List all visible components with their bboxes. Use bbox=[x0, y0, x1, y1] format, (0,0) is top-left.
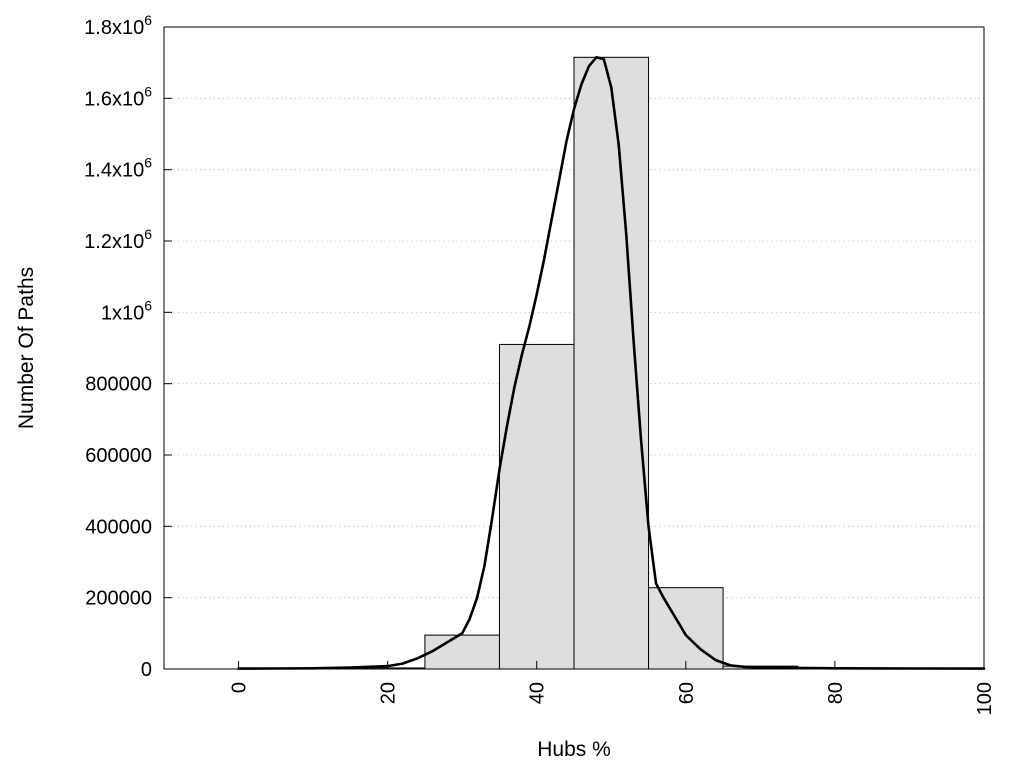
x-tick-label: 80 bbox=[825, 682, 847, 704]
y-tick-label: 1x106 bbox=[101, 297, 152, 324]
y-tick-exponent: 6 bbox=[144, 83, 152, 99]
bars bbox=[349, 56, 799, 670]
x-tick-label: 100 bbox=[974, 682, 996, 715]
y-tick-exponent: 6 bbox=[144, 297, 152, 313]
fit-curve-layer bbox=[237, 55, 986, 670]
y-tick-label: 1.6x106 bbox=[84, 83, 152, 110]
y-tick-label: 800000 bbox=[85, 374, 152, 396]
y-tick-label: 1.2x106 bbox=[84, 226, 152, 253]
y-tick-label: 1.8x106 bbox=[84, 12, 152, 39]
y-tick-exponent: 6 bbox=[144, 155, 152, 171]
histogram-bar bbox=[573, 56, 650, 670]
y-axis-ticks: 0 200000 400000 600000 800000 1x106 1.2x106 1.4… bbox=[84, 12, 172, 681]
x-tick-label: 40 bbox=[527, 682, 549, 704]
histogram-bar bbox=[498, 343, 575, 670]
y-tick-exponent: 6 bbox=[144, 12, 152, 28]
x-tick-label: 60 bbox=[676, 682, 698, 704]
y-tick-label: 600000 bbox=[85, 445, 152, 467]
y-tick-exponent: 6 bbox=[144, 226, 152, 242]
x-tick-label: 0 bbox=[229, 682, 251, 693]
x-tick-label: 20 bbox=[378, 682, 400, 704]
y-tick-label: 400000 bbox=[85, 516, 152, 538]
y-axis-label: Number Of Paths bbox=[15, 267, 38, 429]
y-tick-label: 200000 bbox=[85, 588, 152, 610]
x-axis-label: Hubs % bbox=[537, 738, 611, 761]
y-tick-label: 1.4x106 bbox=[84, 155, 152, 182]
y-tick-label: 0 bbox=[141, 659, 152, 681]
fit-curve bbox=[237, 55, 986, 670]
x-axis-ticks: 0 20 40 60 80 100 bbox=[229, 661, 996, 715]
histogram-bar bbox=[424, 634, 500, 670]
plot-frame bbox=[163, 26, 985, 670]
